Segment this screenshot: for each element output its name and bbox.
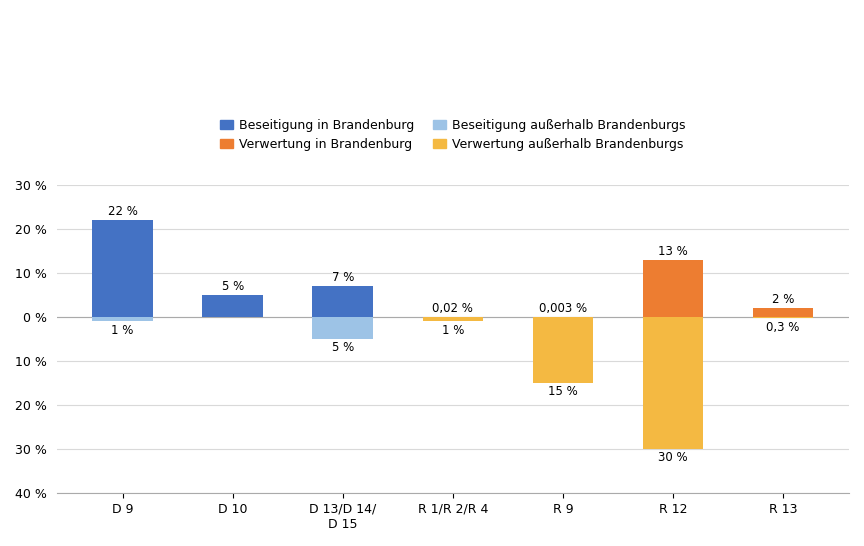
Text: 22 %: 22 % [108, 205, 137, 218]
Legend: Beseitigung in Brandenburg, Verwertung in Brandenburg, Beseitigung außerhalb Bra: Beseitigung in Brandenburg, Verwertung i… [215, 114, 690, 156]
Bar [643, 260, 703, 317]
Text: 15 %: 15 % [548, 385, 578, 399]
Bar [643, 317, 703, 449]
Bar [313, 286, 373, 317]
Bar [313, 317, 373, 339]
Text: 5 %: 5 % [332, 341, 354, 354]
Bar [753, 308, 813, 317]
Text: 30 %: 30 % [658, 452, 688, 465]
Bar [92, 317, 153, 322]
Text: 1 %: 1 % [442, 324, 464, 337]
Text: 1 %: 1 % [111, 324, 134, 337]
Text: 0,3 %: 0,3 % [766, 321, 800, 334]
Text: 0,02 %: 0,02 % [432, 302, 473, 314]
Text: 7 %: 7 % [332, 271, 354, 284]
Text: 13 %: 13 % [658, 245, 688, 258]
Text: 5 %: 5 % [221, 280, 244, 293]
Bar [753, 317, 813, 318]
Bar [422, 317, 483, 322]
Bar [532, 317, 593, 383]
Text: 0,003 %: 0,003 % [539, 302, 587, 315]
Bar [202, 295, 263, 317]
Text: 2 %: 2 % [772, 293, 794, 306]
Bar [92, 220, 153, 317]
